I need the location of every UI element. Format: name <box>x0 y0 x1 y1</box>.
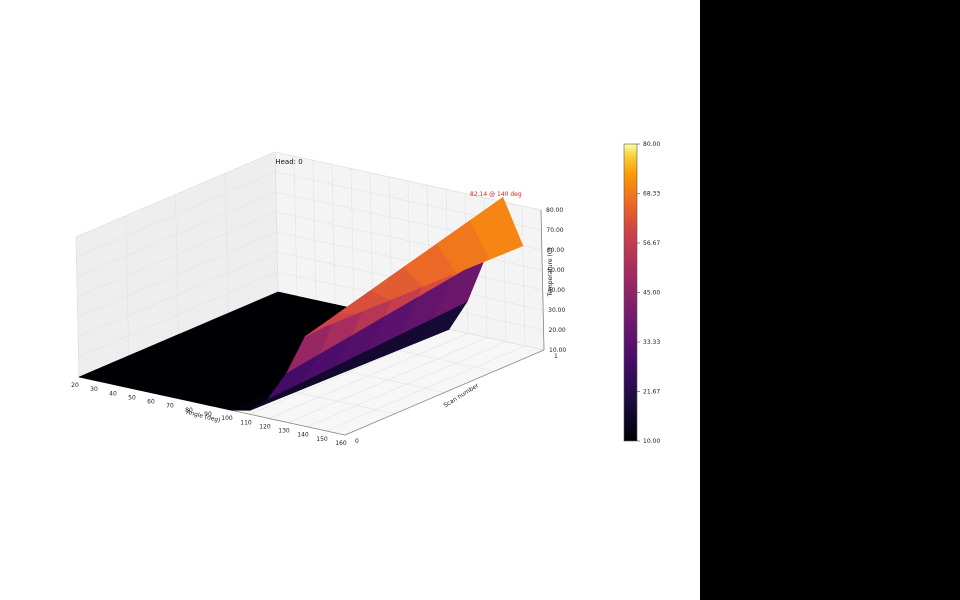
x-tick-label: 20 <box>71 382 79 389</box>
grid-line-z-back <box>274 151 542 211</box>
x-tick-label: 80 <box>185 407 193 414</box>
x-tick-label: 50 <box>128 394 136 401</box>
grid-line-y-side <box>125 215 130 356</box>
z-tick-label: 40.00 <box>548 287 565 294</box>
colorbar-tick-label: 68.33 <box>643 191 660 198</box>
x-tick-label: 120 <box>259 423 271 430</box>
grid-line-x-back <box>293 156 298 297</box>
colorbar-tick-label: 33.33 <box>643 339 660 346</box>
x-tick-label: 150 <box>316 436 328 443</box>
grid-line-x-back <box>521 205 526 346</box>
colorbar-tick-label: 56.67 <box>643 240 660 247</box>
plot-title: Head: 0 <box>275 158 302 166</box>
grid-line-z-back <box>276 211 543 271</box>
z-tick-label: 30.00 <box>548 307 565 314</box>
y-tick-label: 0 <box>355 438 359 445</box>
grid-line-z-back <box>276 231 543 291</box>
grid-line-y-side <box>75 236 80 378</box>
grid-line-y-side <box>274 151 279 293</box>
x-tick-label: 100 <box>221 415 233 422</box>
grid-line-x-back <box>312 160 317 301</box>
y-tick-label: 1 <box>554 353 558 360</box>
colorbar-tick-label: 45.00 <box>643 290 660 297</box>
x-tick-label: 160 <box>335 440 347 447</box>
colorbar-ticks: 10.00 21.67 33.33 45.00 56.67 68.33 80.00 <box>637 141 660 445</box>
grid-line-y-side <box>224 173 229 314</box>
colorbar-tick-label: 80.00 <box>643 141 660 148</box>
surface-mesh <box>78 196 524 411</box>
surface-plot: 20 30 40 50 60 70 80 90 100 110 120 130 140 150 160 0 11… <box>71 151 566 447</box>
colorbar-tick-label: 10.00 <box>643 438 660 445</box>
x-tick-label: 90 <box>204 411 212 418</box>
x-tick-label: 110 <box>240 419 252 426</box>
colorbar-tick-label: 21.67 <box>643 388 660 395</box>
x-tick-label: 130 <box>278 428 290 435</box>
grid-line-y-side <box>175 194 179 335</box>
z-tick-label: 70.00 <box>546 227 563 234</box>
tick-labels: 20 30 40 50 60 70 80 90 100 110 120 130 140 150 160 0 11… <box>71 207 566 447</box>
x-tick-label: 140 <box>297 432 309 439</box>
z-axis-line <box>540 209 545 351</box>
colorbar-gradient <box>623 143 638 442</box>
z-tick-label: 60.00 <box>547 247 564 254</box>
x-tick-label: 30 <box>90 386 98 393</box>
grid-line-x-back <box>350 168 355 309</box>
z-tick-label: 20.00 <box>549 327 566 334</box>
z-tick-label: 80.00 <box>546 207 563 214</box>
x-tick-label: 70 <box>166 403 174 410</box>
peak-annotation: 82.14 @ 140 deg <box>470 191 522 198</box>
y-axis-line <box>344 349 545 436</box>
z-axis-label: Temperature (C) <box>547 248 554 298</box>
grid-line-x-back <box>331 164 336 305</box>
x-tick-label: 60 <box>147 399 155 406</box>
black-side-panel <box>700 0 960 600</box>
x-tick-label: 40 <box>109 390 117 397</box>
z-tick-label: 50.00 <box>547 267 564 274</box>
z-tick-label: 10.00 <box>549 347 566 354</box>
surface-patch <box>469 196 524 260</box>
colorbar: 10.00 21.67 33.33 45.00 56.67 68.33 80.00 <box>623 141 660 445</box>
